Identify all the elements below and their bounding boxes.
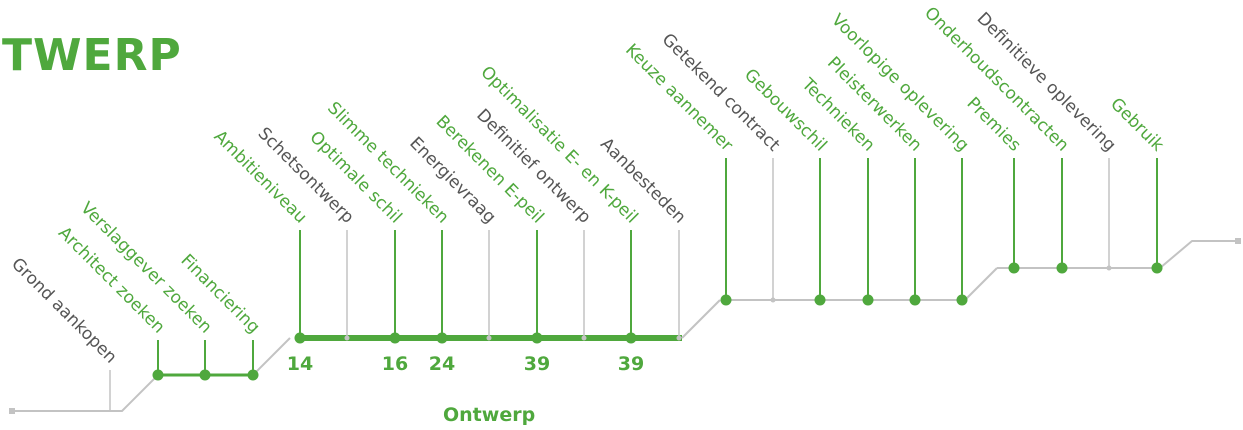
timeline-end-cap: [1235, 238, 1241, 244]
step-value-optimale-schil: 16: [382, 353, 408, 375]
page-title: TWERP: [2, 30, 182, 81]
step-dot-slimme-technieken: [436, 332, 448, 344]
baseline-segment: [681, 299, 721, 339]
step-dot-gebruik: [1151, 262, 1163, 274]
step-dot-berekenen-e-peil: [531, 332, 543, 344]
step-dot-definitief-ontwerp: [581, 335, 587, 341]
step-dot-optimalisatie-e-en-k-peil: [625, 332, 637, 344]
step-label-gebruik: Gebruik: [1106, 94, 1167, 155]
step-dot-schetsontwerp: [344, 335, 350, 341]
baseline-segment: [1159, 240, 1238, 269]
step-dot-pleisterwerken: [909, 294, 921, 306]
step-dot-aanbesteden: [676, 335, 682, 341]
baseline-segment: [964, 267, 998, 301]
step-dot-energievraag: [486, 335, 492, 341]
step-dot-gebouwschil: [814, 294, 826, 306]
step-value-slimme-technieken: 24: [429, 353, 455, 375]
step-dot-keuze-aannemer: [720, 294, 732, 306]
timeline-start-cap: [9, 408, 15, 414]
stage-label-ontwerp: Ontwerp: [443, 404, 536, 426]
baseline-segment: [252, 337, 291, 376]
step-dot-technieken: [862, 294, 874, 306]
step-value-optimalisatie-e-en-k-peil: 39: [618, 353, 644, 375]
step-dot-ambitieniveau: [294, 332, 306, 344]
step-dot-onderhoudscontracten: [1056, 262, 1068, 274]
step-value-ambitieniveau: 14: [287, 353, 313, 375]
step-dot-definitieve-oplevering: [1106, 265, 1112, 271]
step-dot-architect-zoeken: [152, 369, 164, 381]
step-value-berekenen-e-peil: 39: [524, 353, 550, 375]
baseline-segment: [12, 374, 159, 412]
step-dot-voorlopige-oplevering: [956, 294, 968, 306]
step-dot-verslaggever-zoeken: [199, 369, 211, 381]
step-dot-getekend-contract: [770, 297, 776, 303]
step-dot-optimale-schil: [389, 332, 401, 344]
step-dot-premies: [1008, 262, 1020, 274]
step-dot-financiering: [247, 369, 259, 381]
